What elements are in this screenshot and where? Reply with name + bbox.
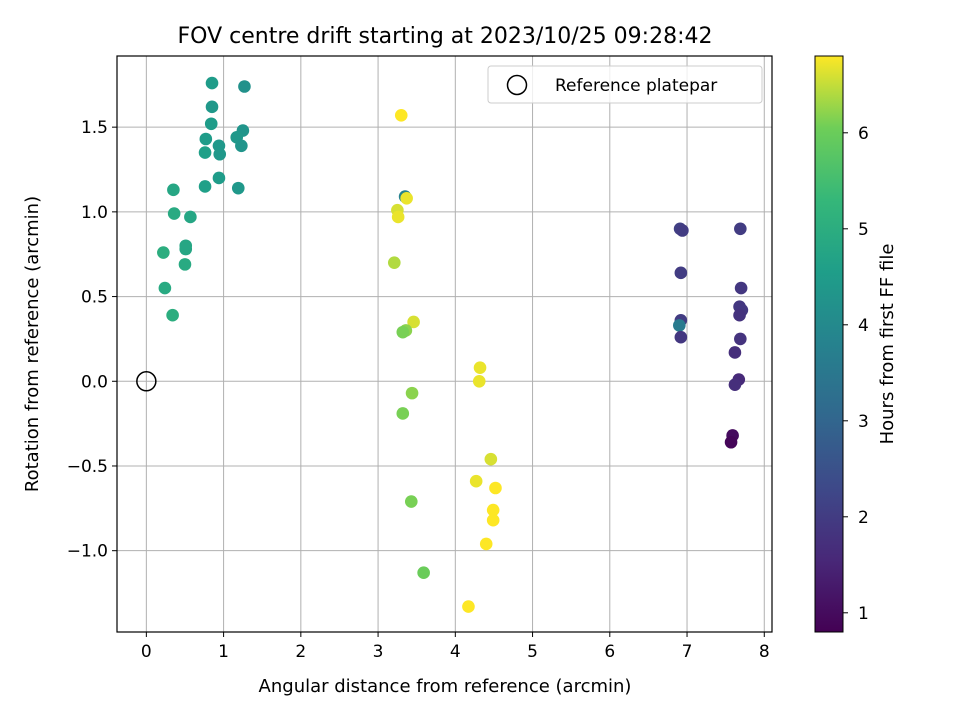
x-tick-label: 2 <box>295 642 306 662</box>
data-point <box>407 315 420 329</box>
colorbar-tick-label: 2 <box>858 508 869 528</box>
data-point <box>205 100 219 114</box>
data-point <box>724 435 738 449</box>
data-point <box>486 503 500 517</box>
y-tick-label: −0.5 <box>67 457 108 477</box>
data-point <box>178 258 192 271</box>
data-point <box>673 319 686 332</box>
data-point <box>676 224 689 237</box>
data-point <box>396 407 410 420</box>
colorbar-tick-label: 1 <box>858 604 869 624</box>
x-axis-label: Angular distance from reference (arcmin) <box>259 676 632 697</box>
x-tick-label: 5 <box>527 642 538 662</box>
x-tick-label: 1 <box>218 642 229 662</box>
colorbar-tick-label: 5 <box>858 220 869 240</box>
data-point <box>184 210 197 224</box>
x-axis-ticks: 0 1 2 3 4 5 6 7 8 <box>141 632 770 662</box>
colorbar-gradient <box>814 55 844 633</box>
y-axis-ticks: −1.0 −0.5 0.0 0.5 1.0 1.5 <box>67 118 117 562</box>
data-point <box>400 192 413 205</box>
data-point <box>179 242 193 256</box>
x-tick-label: 0 <box>141 642 152 662</box>
data-point <box>198 180 212 193</box>
data-point <box>198 146 212 159</box>
colorbar-label: Hours from first FF file <box>877 244 898 445</box>
data-point <box>166 308 179 322</box>
data-point <box>405 386 419 400</box>
data-point <box>473 361 487 375</box>
x-tick-label: 6 <box>604 642 615 662</box>
x-tick-label: 3 <box>373 642 384 662</box>
data-point <box>486 513 500 527</box>
y-tick-label: 1.0 <box>81 203 108 223</box>
chart-title: FOV centre drift starting at 2023/10/25 … <box>178 24 713 49</box>
data-point <box>231 181 245 195</box>
data-point <box>734 281 748 295</box>
data-point <box>674 330 688 344</box>
data-point <box>489 481 502 495</box>
y-tick-label: 0.0 <box>81 372 108 392</box>
data-point <box>479 537 493 551</box>
legend: Reference platepar <box>487 65 763 104</box>
legend-reference-marker <box>506 74 528 96</box>
colorbar-tick-label: 3 <box>858 412 869 432</box>
data-point <box>235 139 248 153</box>
data-point <box>391 210 405 224</box>
data-point <box>733 308 746 322</box>
x-tick-label: 8 <box>759 642 770 662</box>
data-point <box>205 76 219 90</box>
data-point <box>462 600 475 613</box>
grid-lines <box>117 56 772 632</box>
scatter-points <box>157 76 749 613</box>
y-tick-label: −1.0 <box>67 542 108 562</box>
data-point <box>167 183 180 197</box>
colorbar-ticks: 1 2 3 4 5 6 <box>843 124 869 624</box>
data-point <box>204 117 218 131</box>
data-point <box>387 256 401 269</box>
legend-reference-label: Reference platepar <box>555 76 717 96</box>
data-point <box>674 266 688 280</box>
y-tick-label: 1.5 <box>81 118 108 138</box>
plot-background <box>117 56 772 632</box>
data-point <box>157 246 170 259</box>
y-tick-label: 0.5 <box>81 288 108 308</box>
data-point <box>212 171 226 185</box>
data-point <box>734 222 747 236</box>
y-axis-label: Rotation from reference (arcmin) <box>22 196 43 492</box>
colorbar-tick-label: 4 <box>858 316 869 336</box>
data-point <box>404 495 418 508</box>
data-point <box>728 346 742 359</box>
data-point <box>734 332 747 346</box>
data-point <box>238 80 251 93</box>
reference-platepar-marker <box>136 371 157 392</box>
data-point <box>484 452 498 466</box>
x-tick-label: 7 <box>682 642 693 662</box>
data-point <box>167 207 181 220</box>
data-point <box>417 566 430 580</box>
x-tick-label: 4 <box>450 642 461 662</box>
data-point <box>728 378 742 391</box>
data-point <box>158 281 172 295</box>
plot-area: 0 1 2 3 4 5 6 7 8 −1.0 −0.5 0.0 0.5 1.0 1.5 <box>67 55 773 662</box>
data-point <box>199 132 213 146</box>
data-point <box>213 147 227 161</box>
data-point <box>394 108 408 122</box>
colorbar: 1 2 3 4 5 6 Hours from first FF file <box>814 55 898 633</box>
data-point <box>469 474 483 488</box>
legend-box <box>487 65 763 104</box>
colorbar-tick-label: 6 <box>858 124 869 144</box>
data-point <box>396 325 410 339</box>
plot-frame <box>116 55 773 633</box>
data-point <box>472 374 486 388</box>
